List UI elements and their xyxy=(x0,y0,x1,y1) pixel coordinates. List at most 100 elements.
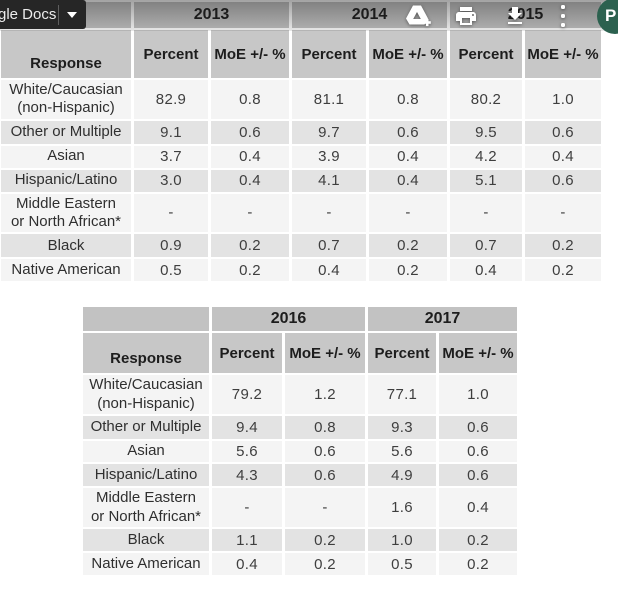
data-cell: 4.1 xyxy=(292,169,366,192)
table-2016-2017-slot: 2016 2017 Response Percent MoE +/- % Percent M… xyxy=(80,305,520,577)
data-cell: 0.4 xyxy=(292,259,366,282)
data-cell: 4.3 xyxy=(212,464,282,486)
viewer-toolbar: gle Docs P xyxy=(0,0,618,34)
data-cell: 0.6 xyxy=(525,120,601,144)
row-label-cell: White/Caucasian (non-Hispanic) xyxy=(1,80,131,119)
data-cell: 0.2 xyxy=(285,553,365,575)
year-header-cell: 2016 xyxy=(212,307,365,331)
table-row: Middle Eastern or North African* - - - - - - xyxy=(1,193,601,233)
response-header-cell: Response xyxy=(83,333,209,373)
data-cell: 0.2 xyxy=(439,553,517,575)
data-cell: 0.4 xyxy=(450,259,522,282)
response-header-cell: Response xyxy=(1,30,131,78)
data-cell: 0.7 xyxy=(450,234,522,258)
row-label-cell: Asian xyxy=(1,145,131,168)
row-label-cell: Hispanic/Latino xyxy=(1,169,131,192)
table-2013-2015-slot: 201320142015ResponsePercentMoE +/- %Perc… xyxy=(0,0,604,283)
data-cell: 3.0 xyxy=(134,169,208,192)
data-cell: 80.2 xyxy=(450,80,522,119)
data-cell: 0.2 xyxy=(525,259,601,282)
data-cell: 0.2 xyxy=(211,234,289,258)
column-header-cell: MoE +/- % xyxy=(211,30,289,78)
data-cell: - xyxy=(285,488,365,527)
column-header-cell: MoE +/- % xyxy=(369,30,447,78)
table-row: Middle Eastern or North African* - -1.6 0.4 xyxy=(83,488,517,527)
table-2016-2017: 2016 2017 Response Percent MoE +/- % Percent M… xyxy=(80,305,520,577)
data-cell: 1.0 xyxy=(439,375,517,414)
data-cell: 0.6 xyxy=(369,120,447,144)
data-cell: 0.7 xyxy=(292,234,366,258)
column-header-cell: Percent xyxy=(368,333,436,373)
row-label-cell: Black xyxy=(1,234,131,258)
row-label-cell: Hispanic/Latino xyxy=(83,464,209,486)
data-cell: - xyxy=(212,488,282,527)
data-cell: 1.1 xyxy=(212,529,282,551)
avatar-letter: P xyxy=(605,6,617,25)
data-cell: 1.6 xyxy=(368,488,436,527)
data-cell: 0.4 xyxy=(211,145,289,168)
data-cell: 1.0 xyxy=(368,529,436,551)
data-cell: 0.2 xyxy=(369,259,447,282)
data-cell: 0.4 xyxy=(211,169,289,192)
data-cell: 1.0 xyxy=(525,80,601,119)
data-cell: 0.4 xyxy=(212,553,282,575)
column-header-cell: Percent xyxy=(292,30,366,78)
data-cell: 0.6 xyxy=(285,441,365,462)
data-cell: 5.6 xyxy=(212,441,282,462)
data-cell: 0.5 xyxy=(134,259,208,282)
add-to-drive-icon[interactable] xyxy=(404,4,431,28)
column-header-cell: Percent xyxy=(450,30,522,78)
table-row: Asian 5.6 0.6 5.6 0.6 xyxy=(83,441,517,462)
row-label-cell: Other or Multiple xyxy=(83,416,209,439)
table-row: Other or Multiple 9.1 0.6 9.7 0.6 9.5 0.6 xyxy=(1,120,601,144)
overflow-menu-icon[interactable] xyxy=(557,5,569,27)
data-cell: 79.2 xyxy=(212,375,282,414)
column-header-cell: Percent xyxy=(134,30,208,78)
row-label-cell: Black xyxy=(83,529,209,551)
chip-divider xyxy=(58,4,59,25)
year-header-cell: 2013 xyxy=(134,2,289,28)
data-cell: - xyxy=(211,193,289,233)
column-header-cell: Percent xyxy=(212,333,282,373)
data-cell: 0.2 xyxy=(369,234,447,258)
data-cell: 0.6 xyxy=(439,441,517,462)
data-cell: 0.2 xyxy=(285,529,365,551)
data-cell: 0.6 xyxy=(439,416,517,439)
data-cell: 3.7 xyxy=(134,145,208,168)
data-cell: 0.2 xyxy=(439,529,517,551)
row-label-cell: Native American xyxy=(83,553,209,575)
table-row: Other or Multiple 9.4 0.8 9.3 0.6 xyxy=(83,416,517,439)
data-cell: - xyxy=(134,193,208,233)
row-label-cell: White/Caucasian (non-Hispanic) xyxy=(83,375,209,414)
table-row: Native American 0.4 0.2 0.5 0.2 xyxy=(83,553,517,575)
data-cell: 0.8 xyxy=(211,80,289,119)
account-avatar[interactable]: P xyxy=(597,0,618,34)
table-row: Native American 0.5 0.2 0.4 0.2 0.4 0.2 xyxy=(1,259,601,282)
data-cell: 0.2 xyxy=(211,259,289,282)
data-cell: 0.4 xyxy=(369,169,447,192)
column-header-row: Response Percent MoE +/- % Percent MoE +/- %… xyxy=(1,30,601,78)
year-corner-cell xyxy=(83,307,209,331)
data-cell: 4.9 xyxy=(368,464,436,486)
data-cell: 0.5 xyxy=(368,553,436,575)
data-cell: - xyxy=(525,193,601,233)
data-cell: - xyxy=(450,193,522,233)
docs-app-chip[interactable]: gle Docs xyxy=(0,0,86,29)
data-cell: 82.9 xyxy=(134,80,208,119)
data-cell: 0.4 xyxy=(525,145,601,168)
data-cell: 0.6 xyxy=(211,120,289,144)
data-cell: 0.6 xyxy=(285,464,365,486)
print-icon[interactable] xyxy=(454,4,478,28)
table-row: Black 1.1 0.2 1.0 0.2 xyxy=(83,529,517,551)
download-icon[interactable] xyxy=(503,4,527,28)
data-cell: 0.6 xyxy=(525,169,601,192)
data-cell: 77.1 xyxy=(368,375,436,414)
column-header-row: Response Percent MoE +/- % Percent MoE +/- % xyxy=(83,333,517,373)
row-label-cell: Other or Multiple xyxy=(1,120,131,144)
table-row: Hispanic/Latino 3.0 0.4 4.1 0.4 5.1 0.6 xyxy=(1,169,601,192)
data-cell: 9.5 xyxy=(450,120,522,144)
row-label-cell: Native American xyxy=(1,259,131,282)
data-cell: 0.2 xyxy=(525,234,601,258)
year-header-cell: 2017 xyxy=(368,307,517,331)
table-row: Hispanic/Latino 4.3 0.6 4.9 0.6 xyxy=(83,464,517,486)
